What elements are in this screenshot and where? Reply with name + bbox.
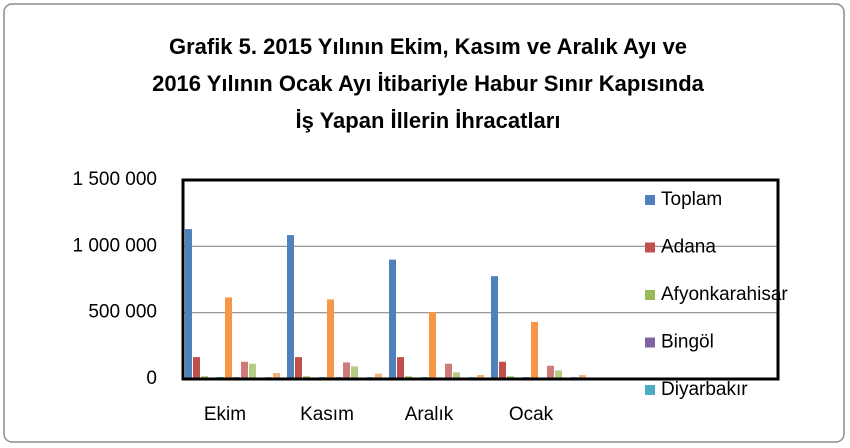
legend-label: Afyonkarahisar (661, 284, 788, 305)
bar (327, 299, 334, 379)
y-tick-label: 0 (146, 368, 157, 389)
bar (193, 357, 200, 379)
bar (185, 229, 192, 379)
legend-swatch (645, 242, 655, 253)
x-tick-label: Ocak (509, 404, 554, 425)
chart-title: İş Yapan İllerin İhracatları (296, 108, 561, 133)
legend-swatch (645, 290, 655, 300)
bar (555, 370, 562, 379)
legend-label: Adana (661, 237, 716, 258)
bar (389, 259, 396, 379)
legend-label: Diyarbakır (661, 379, 748, 400)
bar (249, 363, 256, 379)
plot-border (181, 178, 780, 381)
y-tick-label: 500 000 (88, 302, 157, 323)
x-tick-label: Ekim (204, 404, 246, 425)
y-tick-label: 1 000 000 (72, 235, 157, 256)
x-tick-label: Aralık (405, 404, 454, 425)
legend-swatch (645, 195, 655, 205)
bar (287, 235, 294, 379)
chart-title: Grafik 5. 2015 Yılının Ekim, Kasım ve Ar… (169, 34, 687, 59)
legend-swatch (645, 337, 655, 348)
bar (499, 361, 506, 379)
bar (531, 321, 538, 379)
bar (547, 365, 554, 379)
bar (429, 312, 436, 379)
bar (375, 373, 382, 379)
chart-frame (3, 3, 845, 443)
bar (477, 375, 484, 379)
x-tick-label: Kasım (300, 404, 354, 425)
y-tick-label: 1 500 000 (72, 169, 157, 190)
bar (295, 357, 302, 379)
legend-label: Toplam (661, 189, 722, 210)
bar (453, 372, 460, 379)
bar (241, 361, 248, 379)
bar (225, 297, 232, 379)
bar (579, 375, 586, 379)
bar (351, 366, 358, 379)
bar (491, 276, 498, 379)
bar (273, 373, 280, 379)
bar (397, 357, 404, 379)
legend-label: Bingöl (661, 332, 714, 353)
chart-title: 2016 Yılının Ocak Ayı İtibariyle Habur S… (152, 71, 705, 96)
legend-swatch (645, 385, 655, 395)
bar (343, 362, 350, 379)
bar (445, 363, 452, 379)
